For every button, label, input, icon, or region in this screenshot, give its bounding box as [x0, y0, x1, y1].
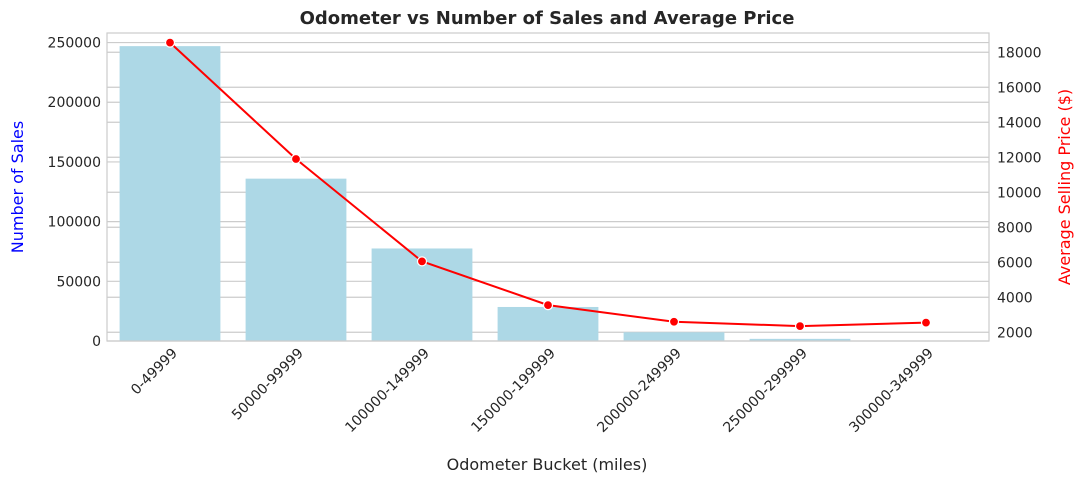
price-point-200000-249999 — [668, 316, 680, 327]
x-tick-label: 50000-99999 — [229, 346, 307, 424]
right-tick-label: 12000 — [997, 150, 1042, 166]
right-axis-ticks: 2000 4000 6000 8000 10000 12000 14000 16000 1800… — [997, 45, 1042, 341]
price-point-300000-349999 — [920, 317, 932, 328]
bar-0-49999 — [119, 46, 221, 342]
left-tick-label: 0 — [92, 334, 101, 350]
x-tick-label: 150000-199999 — [468, 346, 558, 436]
bar-series — [119, 46, 977, 342]
right-tick-label: 10000 — [997, 185, 1042, 201]
left-tick-label: 50000 — [56, 274, 101, 290]
bar-200000-249999 — [623, 332, 725, 341]
right-tick-label: 6000 — [997, 255, 1033, 271]
right-gridlines — [107, 51, 989, 333]
x-axis-ticks: 0-49999 50000-99999 100000-149999 150000-19… — [128, 346, 937, 436]
x-axis-title: Odometer Bucket (miles) — [447, 455, 648, 474]
left-axis-ticks: 0 50000 100000 150000 200000 250000 — [48, 36, 101, 350]
left-axis-title: Number of Sales — [8, 121, 27, 253]
bar-50000-99999 — [245, 178, 347, 341]
price-point-50000-99999 — [290, 153, 302, 165]
line-series — [164, 37, 932, 332]
x-tick-label: 0-49999 — [128, 346, 181, 399]
bar-150000-199999 — [497, 306, 599, 341]
left-tick-label: 100000 — [48, 215, 101, 231]
left-tick-label: 150000 — [48, 155, 101, 171]
bar-250000-299999 — [749, 338, 851, 341]
price-point-0-49999 — [164, 37, 176, 48]
right-tick-label: 16000 — [997, 80, 1042, 96]
left-tick-label: 200000 — [48, 95, 101, 111]
right-axis-title: Average Selling Price ($) — [1055, 89, 1074, 285]
x-tick-label: 250000-299999 — [720, 346, 810, 436]
price-point-100000-149999 — [416, 256, 428, 267]
plot-frame — [106, 32, 990, 342]
x-tick-label: 300000-349999 — [846, 346, 936, 436]
left-tick-label: 250000 — [48, 36, 101, 52]
right-tick-label: 18000 — [997, 45, 1042, 61]
price-point-250000-299999 — [794, 321, 806, 332]
right-tick-label: 14000 — [997, 115, 1042, 131]
x-tick-label: 100000-149999 — [342, 346, 432, 436]
right-tick-label: 2000 — [997, 325, 1033, 341]
chart-title: Odometer vs Number of Sales and Average … — [300, 8, 795, 29]
price-point-150000-199999 — [542, 300, 554, 311]
x-tick-label: 200000-249999 — [594, 346, 684, 436]
right-tick-label: 4000 — [997, 290, 1033, 306]
right-tick-label: 8000 — [997, 220, 1033, 236]
